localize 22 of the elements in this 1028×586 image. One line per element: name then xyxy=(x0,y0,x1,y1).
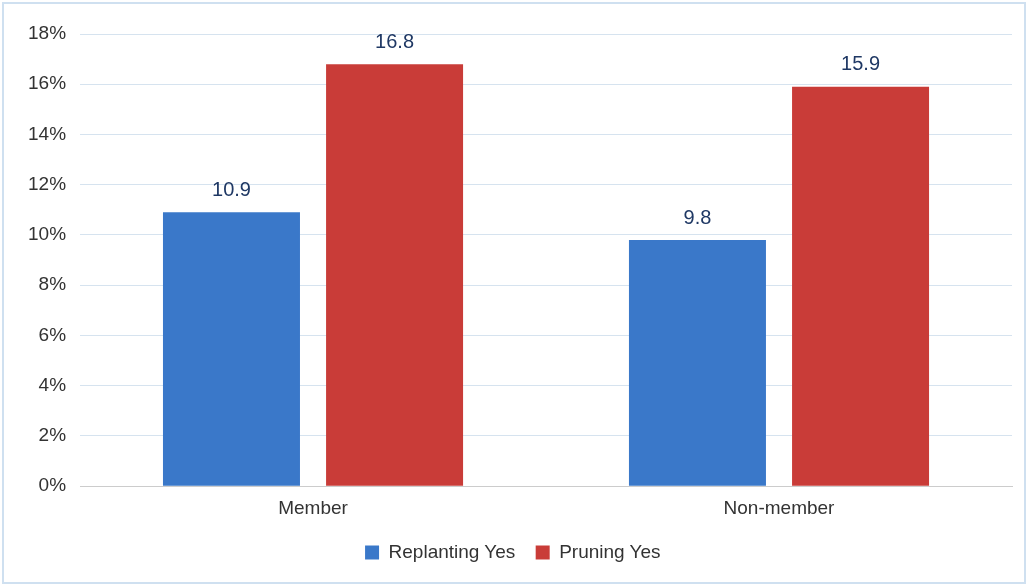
y-tick-label: 14% xyxy=(28,122,67,144)
y-tick-label: 2% xyxy=(38,424,67,446)
data-label: 9.8 xyxy=(683,205,712,228)
y-tick-label: 18% xyxy=(28,22,67,44)
y-tick-label: 0% xyxy=(38,474,67,496)
data-label: 16.8 xyxy=(375,29,415,52)
y-tick-label: 4% xyxy=(38,373,67,395)
bar xyxy=(628,240,766,486)
x-tick-label: Member xyxy=(278,496,349,518)
bar xyxy=(792,86,930,486)
y-tick-label: 12% xyxy=(28,172,67,194)
legend-label: Replanting Yes xyxy=(388,540,516,562)
y-tick-label: 16% xyxy=(28,72,67,94)
y-tick-label: 8% xyxy=(38,273,67,295)
legend-label: Pruning Yes xyxy=(559,540,661,562)
y-tick-label: 10% xyxy=(28,223,67,245)
bar xyxy=(326,64,464,486)
data-label: 10.9 xyxy=(212,177,251,200)
bar xyxy=(162,212,300,486)
y-tick-label: 6% xyxy=(38,323,67,345)
data-label: 15.9 xyxy=(841,52,881,75)
x-tick-label: Non-member xyxy=(723,496,836,518)
